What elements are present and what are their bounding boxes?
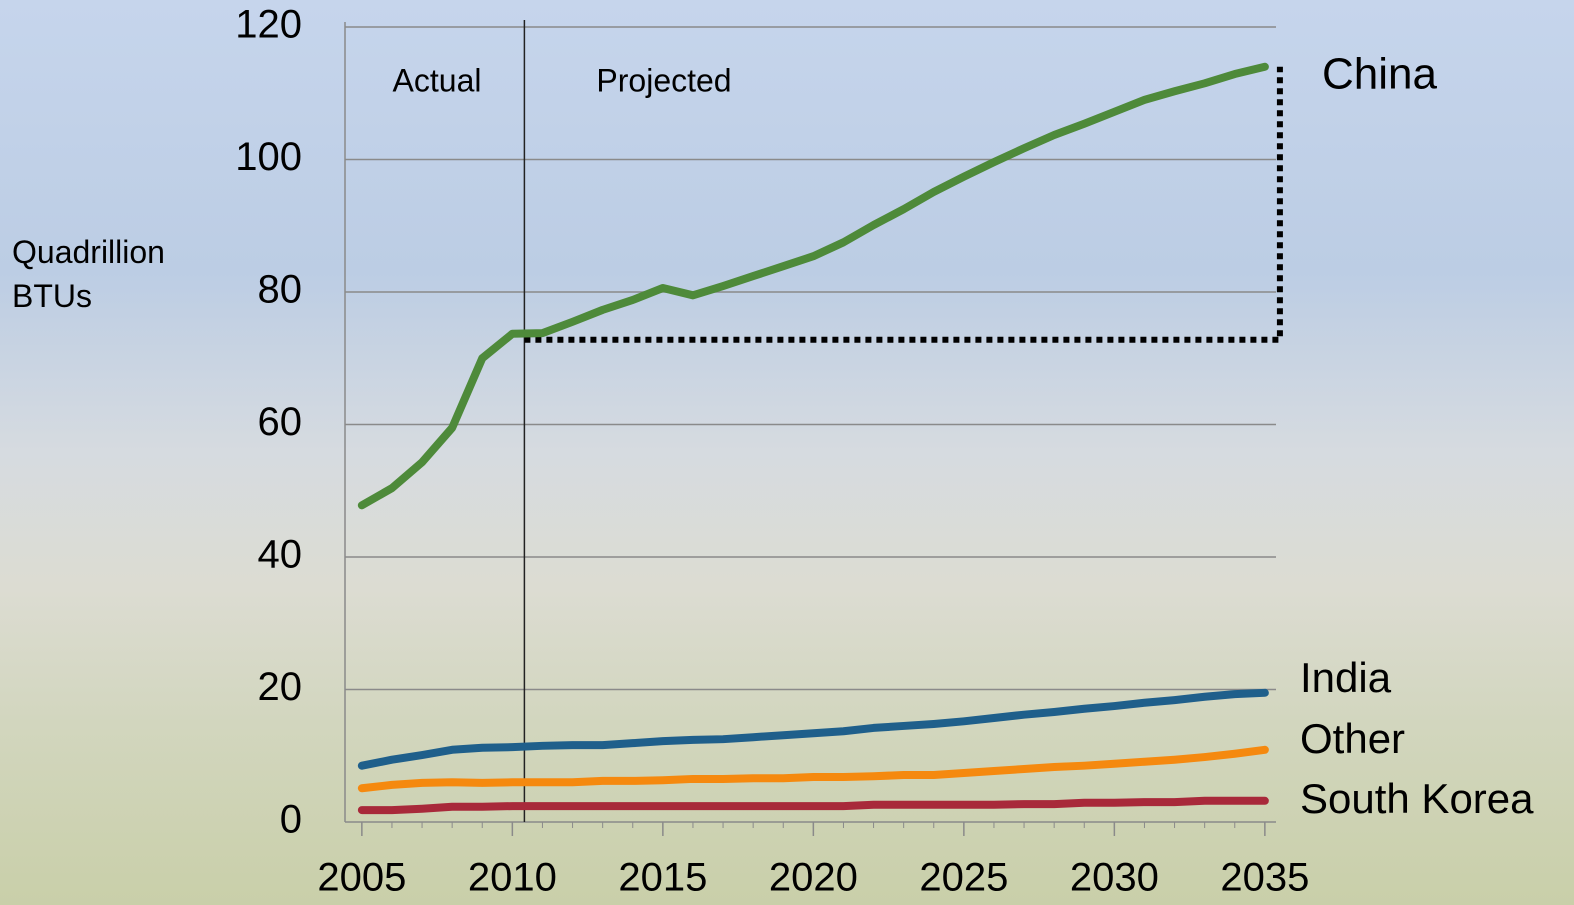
y-tick-label: 120 [235,3,302,47]
y-tick-label: 0 [280,798,302,842]
y-tick-label: 40 [258,533,303,577]
series-line [362,750,1265,788]
x-tick-label: 2030 [1070,856,1159,900]
y-tick-label: 80 [258,268,303,312]
chart-page: Quadrillion BTUs 02040608010012020052010… [0,0,1574,905]
chart: 0 20 40 60 80 100 120 2005 2010 2015 2020 2025 2030 2… [0,0,1574,905]
y-tick-label: 20 [258,665,303,709]
y-tick-label: 100 [235,135,302,179]
annotation: Projected [596,62,731,98]
series-label: Other [1300,715,1405,762]
series-line [362,801,1265,810]
series-label: India [1300,654,1392,701]
x-tick-label: 2015 [618,856,707,900]
x-tick-label: 2020 [769,856,858,900]
x-tick-label: 2025 [919,856,1008,900]
x-tick-label: 2005 [317,856,406,900]
annotation: Actual [393,62,482,98]
series-label: South Korea [1300,775,1534,822]
y-tick-label: 60 [258,400,303,444]
x-tick-label: 2035 [1220,856,1309,900]
x-tick-label: 2010 [468,856,557,900]
series-line [362,67,1265,506]
series-line [362,693,1265,766]
series-label: China [1322,50,1437,99]
